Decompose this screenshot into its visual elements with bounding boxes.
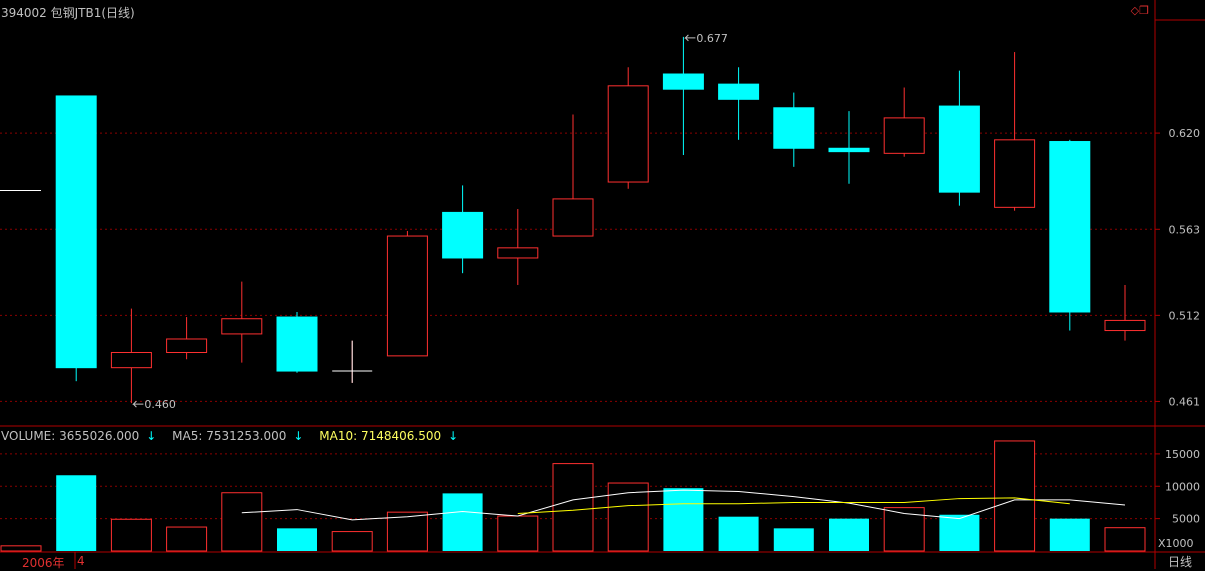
candle-body [1049, 141, 1091, 313]
ma10-readout: MA10: 7148406.500 ↓ [319, 429, 459, 443]
volume-bar [277, 528, 317, 551]
volume-bar [0, 545, 42, 552]
candle-body [607, 85, 649, 183]
price-tick-label: 0.512 [1169, 309, 1201, 322]
volume-bar [939, 514, 980, 551]
window-controls[interactable]: ◇❐ [1131, 4, 1149, 17]
candle-body [386, 235, 428, 357]
extreme-value-label: 0.460 [144, 398, 176, 411]
volume-bar [442, 493, 483, 551]
candle-body [662, 73, 704, 90]
volume-tick-label: 5000 [1172, 513, 1200, 526]
volume-bar [221, 492, 263, 552]
volume-tick-label: 15000 [1165, 448, 1200, 461]
extreme-value-label: 0.677 [696, 32, 728, 45]
volume-bar [331, 531, 373, 552]
volume-tick-label: 10000 [1165, 480, 1200, 493]
volume-bar [1049, 518, 1090, 551]
volume-bar [552, 463, 594, 552]
candle-body [276, 316, 318, 372]
diamond-icon[interactable]: ◇ [1130, 4, 1140, 17]
candle-body [166, 338, 208, 353]
candle-body [1104, 319, 1146, 332]
page-title: 394002 包钢JTB1(日线) [1, 6, 135, 20]
price-tick-label: 0.620 [1169, 127, 1201, 140]
extreme-marker-arrow [132, 400, 144, 408]
volume-bar [56, 475, 97, 551]
extreme-marker-arrow [684, 34, 696, 42]
volume-bar [883, 507, 925, 552]
period-tab[interactable]: 日线 [1168, 555, 1193, 569]
candle-body [718, 83, 760, 100]
volume-bar [110, 518, 152, 552]
candle-body [221, 318, 263, 335]
candle-body [994, 139, 1036, 208]
candle-body [773, 107, 815, 149]
volume-legend: VOLUME: 3655026.000 ↓ MA5: 7531253.000 ↓ M… [1, 429, 470, 443]
volume-bar [994, 440, 1036, 552]
volume-bar [663, 488, 704, 551]
ma5-readout: MA5: 7531253.000 ↓ [172, 429, 304, 443]
volume-bar [829, 518, 869, 551]
candle-body [110, 351, 152, 369]
volume-bar [166, 526, 208, 552]
volume-bar [773, 528, 814, 551]
candle-body [938, 105, 980, 193]
date-year-label: 2006年 [22, 556, 65, 570]
volume-readout: VOLUME: 3655026.000 ↓ [1, 429, 157, 443]
volume-bar [1104, 527, 1146, 552]
ma10-line [517, 497, 1070, 514]
volume-bar [386, 511, 428, 552]
price-tick-label: 0.563 [1169, 223, 1201, 236]
price-tick-label: 0.461 [1169, 395, 1201, 408]
candle-body [55, 95, 97, 369]
restore-icon[interactable]: ❐ [1139, 4, 1149, 17]
candle-body [497, 247, 539, 259]
candle-body [442, 211, 484, 259]
volume-bar [718, 516, 759, 551]
ma5-line [241, 489, 1126, 521]
volume-unit-label: X1000 [1158, 537, 1194, 550]
date-month-label: 4 [77, 554, 85, 568]
candle-body [828, 147, 870, 153]
candle-body [552, 198, 594, 237]
volume-bar [497, 515, 539, 552]
candle-body [883, 117, 925, 154]
